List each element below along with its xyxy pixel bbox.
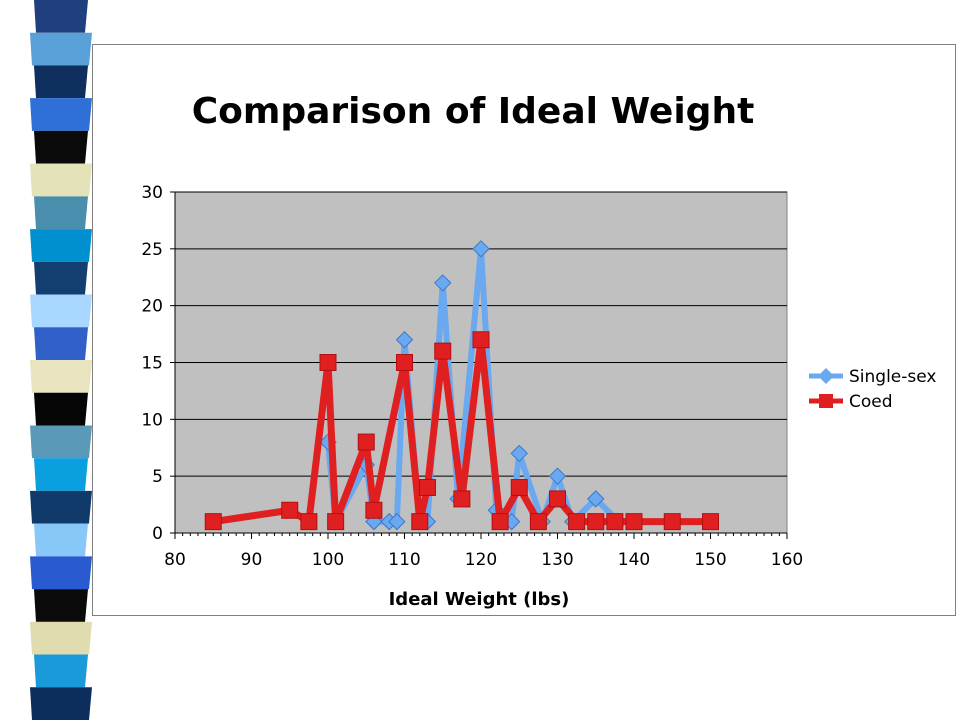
strip-block <box>30 425 92 459</box>
data-point-coed <box>204 513 222 531</box>
x-tick-label: 160 <box>771 550 803 570</box>
strip-block <box>30 360 92 393</box>
decorative-side-strip <box>30 0 92 720</box>
data-point-coed <box>510 479 528 497</box>
data-point-coed <box>587 513 605 531</box>
data-point-single-sex <box>587 490 605 508</box>
data-point-coed <box>396 354 413 371</box>
data-point-single-sex <box>548 467 567 485</box>
legend-label-coed: Coed <box>849 392 893 412</box>
data-point-single-sex <box>510 444 528 463</box>
data-point-coed <box>281 501 299 519</box>
strip-block <box>34 261 88 295</box>
y-tick-label: 5 <box>152 467 163 487</box>
chart: Comparison of Ideal Weight 80 90 100 110 120… <box>141 91 936 610</box>
strip-block <box>34 458 88 491</box>
x-tick-label: 150 <box>694 550 726 570</box>
strip-block <box>34 65 88 99</box>
strip-block <box>34 523 88 557</box>
data-point-coed <box>568 513 586 531</box>
legend-item-single-sex: Single-sex <box>809 367 936 387</box>
grid-lines <box>175 191 787 477</box>
strip-block <box>30 687 92 720</box>
data-point-single-sex <box>395 331 414 349</box>
legend-label-single-sex: Single-sex <box>849 367 936 387</box>
x-tick-label: 120 <box>465 550 497 570</box>
x-tick-label: 90 <box>241 550 263 570</box>
x-tick-label: 110 <box>388 550 420 570</box>
data-point-coed <box>663 513 681 531</box>
y-tick-label: 25 <box>141 240 163 260</box>
y-axis-ticks: 0 5 10 15 20 25 30 <box>141 183 163 544</box>
strip-block <box>30 229 92 262</box>
data-point-coed <box>491 513 509 531</box>
strip-block <box>30 98 92 131</box>
x-tick-label: 140 <box>618 550 650 570</box>
strip-block <box>34 392 88 426</box>
x-tick-label: 130 <box>541 550 573 570</box>
data-point-coed <box>529 513 547 531</box>
chart-title: Comparison of Ideal Weight <box>192 91 755 132</box>
data-point-coed <box>606 513 624 531</box>
data-point-coed <box>365 501 383 519</box>
strip-block <box>34 327 88 360</box>
data-point-coed <box>418 479 436 497</box>
axes <box>170 191 788 539</box>
y-tick-label: 10 <box>141 410 163 430</box>
y-tick-label: 30 <box>141 183 163 203</box>
strip-block <box>30 490 92 524</box>
x-tick-label: 80 <box>164 550 186 570</box>
strip-block <box>34 130 88 164</box>
data-point-coed <box>549 490 566 508</box>
data-point-coed <box>472 331 490 349</box>
data-point-coed <box>357 433 375 451</box>
x-tick-label: 100 <box>312 550 344 570</box>
x-axis-ticks: 80 90 100 110 120 130 140 150 160 <box>164 550 803 570</box>
legend-marker-single-sex <box>818 368 834 384</box>
strip-block <box>34 0 88 33</box>
data-point-single-sex <box>434 274 452 292</box>
strip-block <box>30 621 92 655</box>
data-point-single-sex <box>388 512 406 531</box>
series-coed <box>204 331 719 531</box>
data-point-coed <box>327 513 345 531</box>
data-point-single-sex <box>365 512 383 531</box>
strip-block <box>34 589 88 622</box>
data-point-coed <box>702 513 719 531</box>
data-point-coed <box>300 513 318 531</box>
data-point-coed <box>434 342 452 360</box>
strip-block <box>30 32 92 66</box>
strip-block <box>34 654 88 688</box>
strip-block <box>30 163 92 197</box>
y-tick-label: 20 <box>141 297 163 317</box>
y-tick-label: 0 <box>152 524 163 544</box>
strip-block <box>30 556 92 590</box>
data-point-coed <box>453 490 471 508</box>
chart-frame: Comparison of Ideal Weight 80 90 100 110 120… <box>92 44 956 616</box>
data-point-coed <box>319 354 337 371</box>
series-layer <box>204 240 719 531</box>
data-point-single-sex <box>472 240 490 258</box>
data-point-coed <box>411 513 429 531</box>
legend: Single-sex Coed <box>809 367 936 412</box>
legend-item-coed: Coed <box>809 392 893 412</box>
data-point-coed <box>625 513 643 531</box>
y-tick-label: 15 <box>141 354 163 374</box>
strip-block <box>34 196 88 230</box>
legend-marker-coed <box>819 394 833 408</box>
strip-block <box>30 294 92 328</box>
x-axis-label: Ideal Weight (lbs) <box>389 589 570 610</box>
